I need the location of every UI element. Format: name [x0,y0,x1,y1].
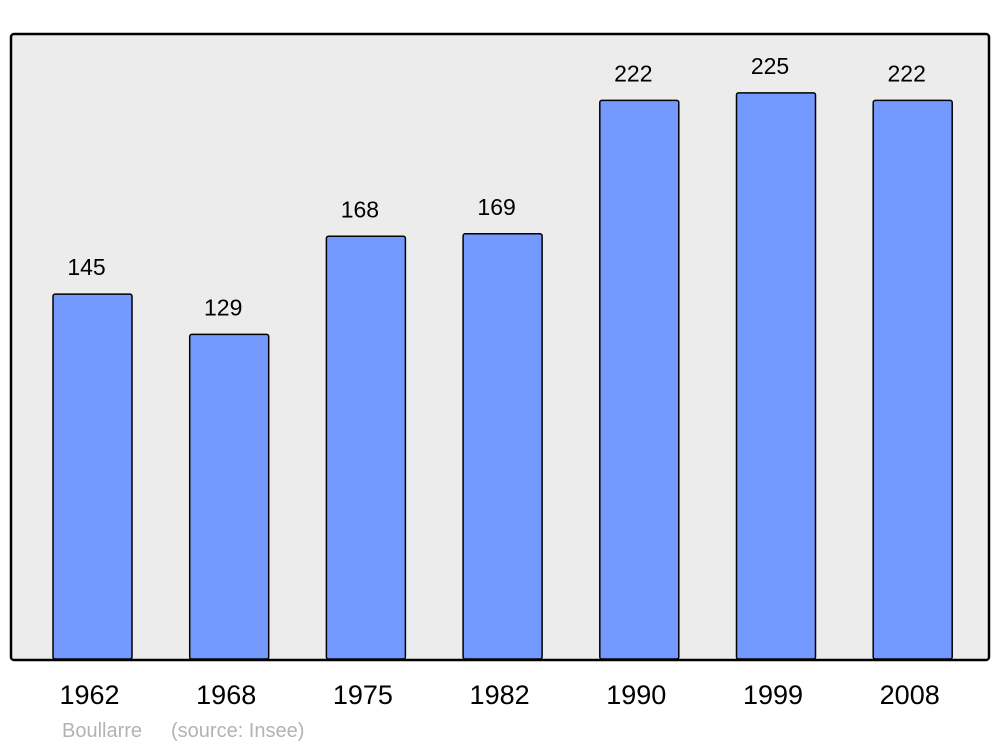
x-tick-label-1962: 1962 [59,680,119,710]
bar-1999 [735,92,817,660]
data-label-1999: 225 [751,53,789,79]
data-label-1982: 169 [477,194,515,220]
data-label-2008: 222 [888,60,926,86]
x-tick-label-1990: 1990 [606,680,666,710]
bar-1968 [188,333,270,660]
x-tick-label-2008: 2008 [880,680,940,710]
data-label-1968: 129 [204,294,242,320]
x-tick-label-1968: 1968 [196,680,256,710]
x-tick-label-1999: 1999 [743,680,803,710]
data-label-1962: 145 [67,254,105,280]
bar-1975 [325,235,407,660]
footer-source: (source: Insee) [171,720,304,742]
bar-1990 [599,99,680,660]
bar-1982 [462,233,543,660]
x-tick-label-1975: 1975 [333,680,393,710]
footer-place: Boullarre [62,720,142,742]
bar-2008 [872,99,953,660]
data-label-1975: 168 [341,196,379,222]
bar-1962 [52,293,133,660]
x-tick-label-1982: 1982 [470,680,530,710]
data-label-1990: 222 [614,60,652,86]
